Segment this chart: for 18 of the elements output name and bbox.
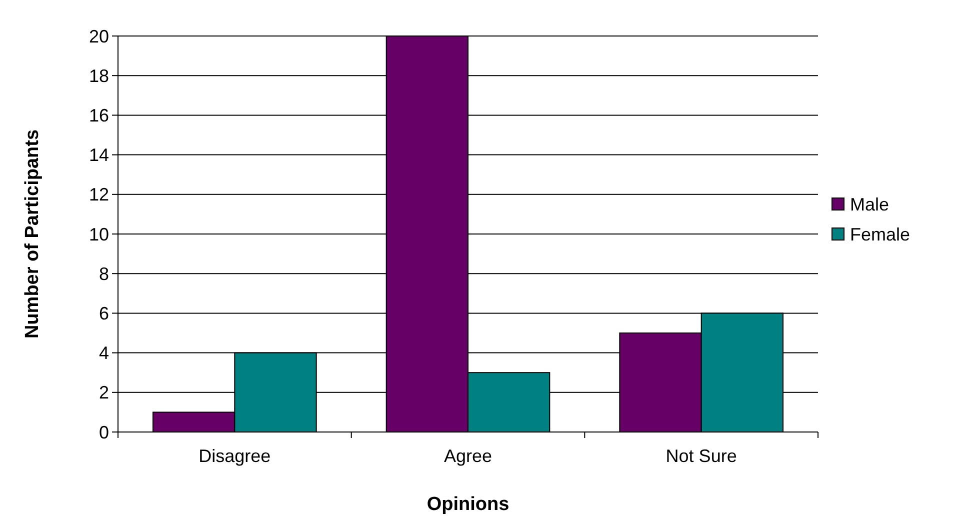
y-tick-label: 16: [88, 106, 109, 126]
y-tick-label: 0: [98, 422, 109, 442]
y-tick-label: 4: [98, 343, 109, 364]
y-tick-label: 12: [88, 184, 109, 205]
legend-label: Male: [850, 194, 890, 214]
y-axis-title: Number of Participants: [22, 129, 43, 339]
legend-label: Female: [850, 224, 910, 244]
y-tick-label: 20: [88, 26, 109, 46]
y-tick-label: 2: [98, 382, 109, 403]
y-tick-label: 8: [98, 264, 109, 284]
x-tick-label: Disagree: [198, 446, 271, 466]
y-tick-label: 6: [98, 304, 109, 324]
y-tick-label: 10: [88, 224, 109, 244]
x-tick-label: Not Sure: [666, 446, 737, 466]
y-tick-label: 14: [88, 145, 109, 166]
x-tick-label: Agree: [444, 446, 492, 466]
y-tick-label: 18: [88, 66, 109, 86]
x-axis-title: Opinions: [426, 494, 510, 515]
